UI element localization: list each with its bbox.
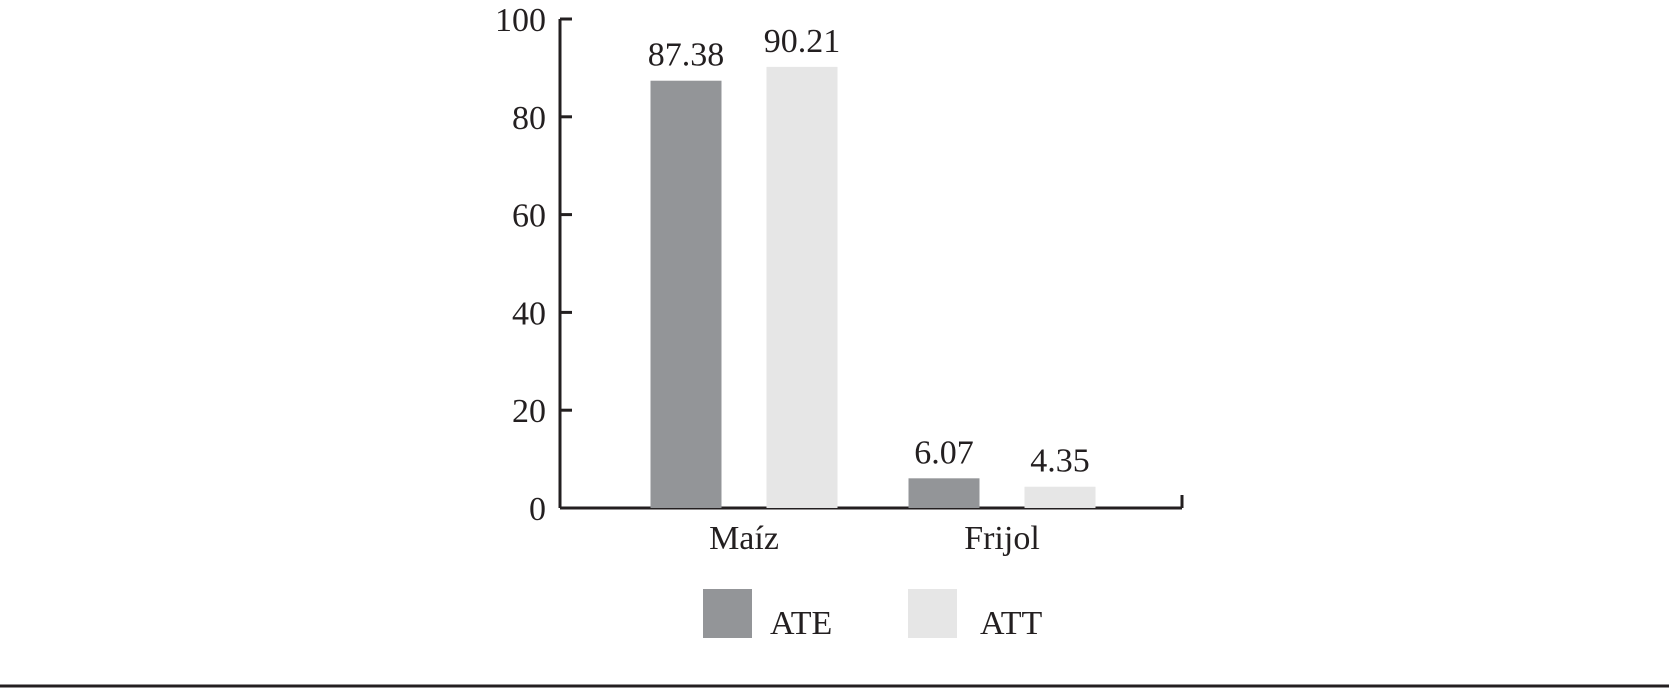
bar-att-1 — [1024, 486, 1096, 508]
y-tick-label: 60 — [512, 198, 546, 235]
data-labels: 87.38 90.21 6.07 4.35 — [648, 23, 1090, 480]
legend-swatch-ate — [703, 589, 752, 638]
category-label: Frijol — [964, 520, 1040, 557]
y-tick-label: 40 — [512, 295, 546, 332]
y-tick-label: 0 — [529, 491, 546, 528]
legend-swatch-att — [908, 589, 957, 638]
y-tick-label: 80 — [512, 100, 546, 137]
bar-ate-1 — [908, 478, 980, 508]
legend-label: ATE — [770, 605, 832, 642]
data-label: 4.35 — [1030, 443, 1090, 480]
y-tick-label: 20 — [512, 393, 546, 430]
y-tick-label: 100 — [495, 2, 546, 39]
category-labels: Maíz Frijol — [709, 520, 1040, 557]
legend-label: ATT — [980, 605, 1043, 642]
data-label: 6.07 — [914, 434, 974, 471]
bars — [650, 66, 1096, 509]
category-label: Maíz — [709, 520, 779, 557]
bar-att-0 — [766, 66, 838, 508]
y-axis: 0 20 40 60 80 100 — [495, 2, 572, 528]
legend: ATE ATT — [703, 589, 1043, 642]
data-label: 90.21 — [764, 23, 841, 60]
bar-ate-0 — [650, 80, 722, 509]
data-label: 87.38 — [648, 37, 725, 74]
